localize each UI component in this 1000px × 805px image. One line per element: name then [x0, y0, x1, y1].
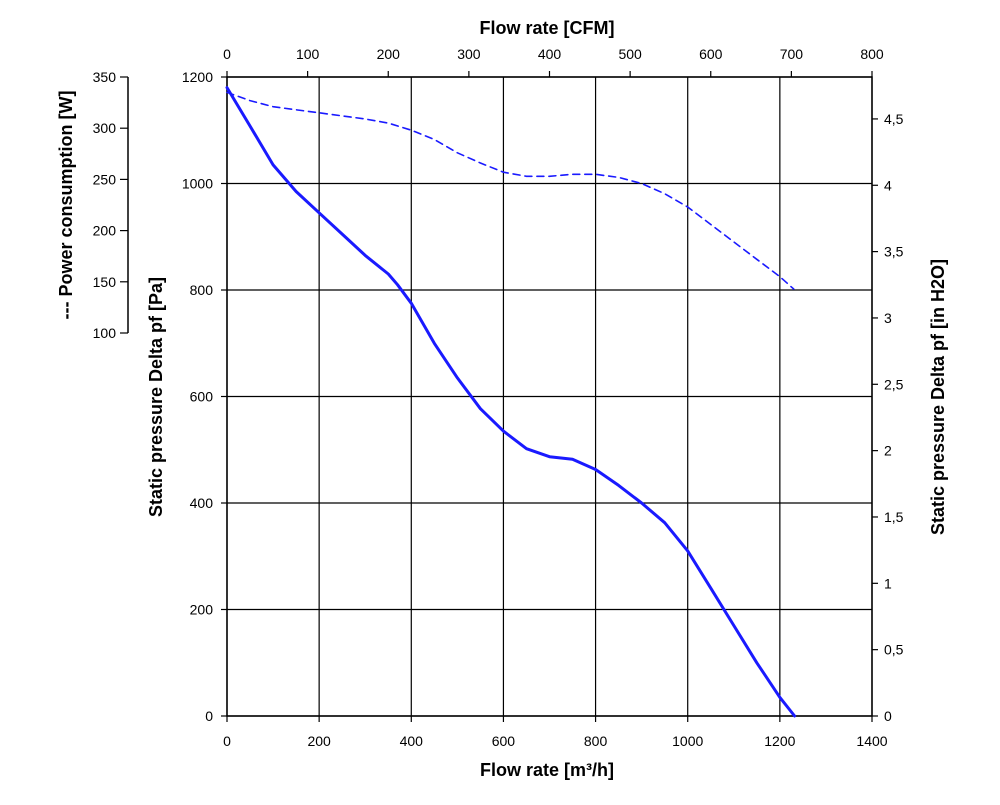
right-tick-label: 1: [884, 575, 892, 591]
bottom-axis-title: Flow rate [m³/h]: [480, 760, 614, 780]
right-tick-label: 0: [884, 708, 892, 724]
bottom-axis: 0 200 400 600 800 1000 1200 1400: [223, 716, 888, 749]
left-tick-label: 1000: [182, 176, 213, 192]
right-tick-label: 2: [884, 443, 892, 459]
left-axis: 0 200 400 600 800 1000 1200: [182, 69, 227, 724]
right-tick-label: 3: [884, 310, 892, 326]
power-axis-title: --- Power consumption [W]: [56, 91, 76, 320]
power-axis: 100 150 200 250 300 350: [93, 69, 129, 341]
power-tick-label: 300: [93, 120, 117, 136]
power-tick-label: 150: [93, 274, 117, 290]
left-tick-label: 400: [190, 495, 214, 511]
top-tick-label: 700: [780, 46, 804, 62]
bottom-tick-label: 600: [492, 733, 516, 749]
top-tick-label: 400: [538, 46, 562, 62]
right-tick-label: 3,5: [884, 244, 904, 260]
right-axis: 0 0,5 1 1,5 2 2,5 3 3,5 4 4,5: [872, 111, 904, 724]
bottom-tick-label: 400: [400, 733, 424, 749]
left-tick-label: 800: [190, 282, 214, 298]
series: [225, 86, 797, 718]
bottom-tick-label: 0: [223, 733, 231, 749]
top-tick-label: 800: [860, 46, 884, 62]
power-tick-label: 200: [93, 223, 117, 239]
left-tick-label: 600: [190, 389, 214, 405]
top-tick-label: 0: [223, 46, 231, 62]
gridlines: [226, 76, 873, 717]
left-tick-label: 0: [205, 708, 213, 724]
right-tick-label: 1,5: [884, 509, 904, 525]
power-tick-label: 250: [93, 171, 117, 187]
top-axis: 0 100 200 300 400 500 600 700 800: [223, 46, 884, 77]
bottom-tick-label: 800: [584, 733, 608, 749]
right-tick-label: 4,5: [884, 111, 904, 127]
right-tick-label: 0,5: [884, 642, 904, 658]
top-tick-label: 100: [296, 46, 320, 62]
left-tick-label: 200: [190, 602, 214, 618]
right-tick-label: 4: [884, 177, 892, 193]
bottom-tick-label: 200: [307, 733, 331, 749]
left-tick-label: 1200: [182, 69, 213, 85]
bottom-tick-label: 1000: [672, 733, 703, 749]
power-consumption-line: [226, 91, 795, 290]
top-tick-label: 200: [377, 46, 401, 62]
left-axis-title: Static pressure Delta pf [Pa]: [146, 277, 166, 517]
power-tick-label: 100: [93, 325, 117, 341]
right-axis-title: Static pressure Delta pf [in H2O]: [928, 259, 948, 535]
top-tick-label: 300: [457, 46, 481, 62]
static-pressure-line: [225, 86, 797, 718]
top-tick-label: 600: [699, 46, 723, 62]
right-tick-label: 2,5: [884, 376, 904, 392]
power-tick-label: 350: [93, 69, 117, 85]
bottom-tick-label: 1200: [764, 733, 795, 749]
top-tick-label: 500: [618, 46, 642, 62]
top-axis-title: Flow rate [CFM]: [480, 18, 615, 38]
bottom-tick-label: 1400: [856, 733, 887, 749]
